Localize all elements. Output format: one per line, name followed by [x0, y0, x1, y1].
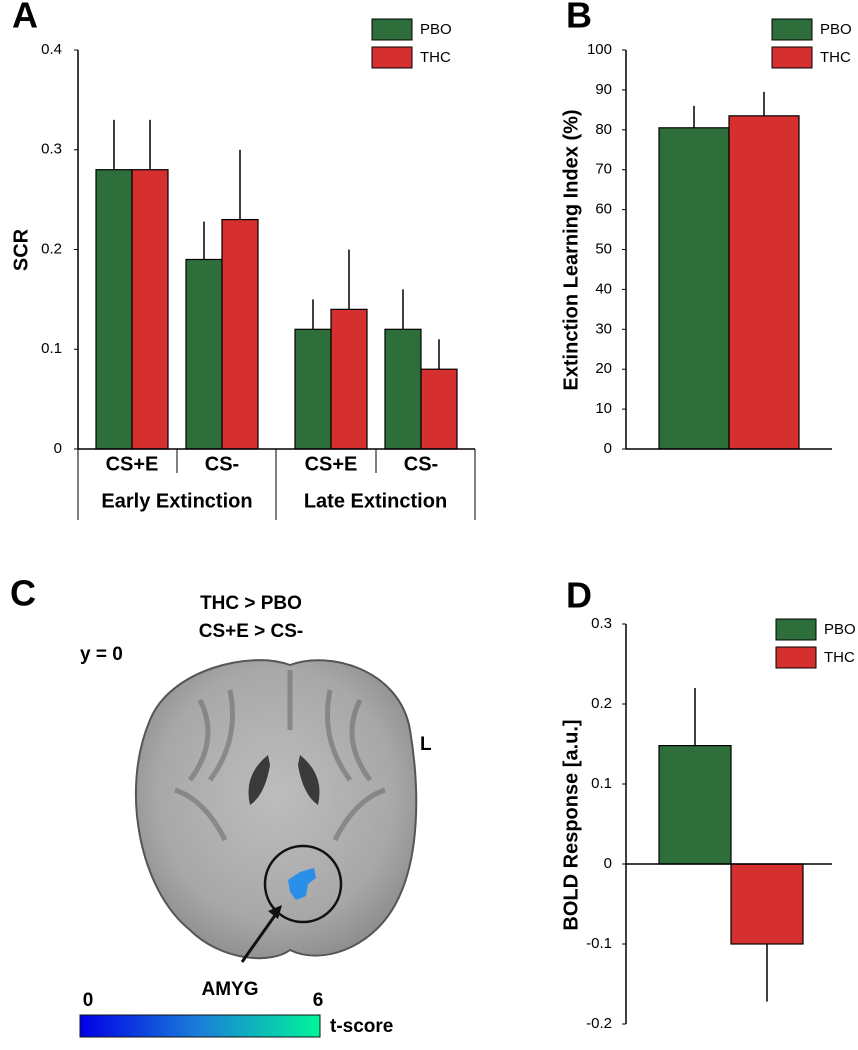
bar [728, 115, 800, 450]
group-label: Late Extinction [304, 490, 447, 512]
colorbar [79, 1014, 321, 1038]
colorbar-max: 6 [313, 990, 324, 1011]
x-tick-label: CS+E [106, 453, 159, 475]
arrow [240, 913, 278, 963]
arrow-head [268, 905, 282, 919]
legend-label: THC [420, 49, 451, 66]
bar [658, 744, 732, 865]
y-tick-label: 20 [595, 360, 612, 377]
legend-label: PBO [420, 21, 452, 38]
slice-label: y = 0 [80, 644, 123, 665]
y-tick-label: 0.4 [41, 41, 62, 58]
legend-swatch [775, 646, 817, 669]
roi-circle [263, 844, 343, 924]
y-tick-label: 100 [587, 41, 612, 58]
x-tick-label: CS- [404, 453, 438, 475]
bar [294, 328, 332, 450]
y-tick-label: 10 [595, 400, 612, 417]
bar [131, 169, 169, 450]
legend-label: THC [820, 49, 851, 66]
contrast-title: THC > PBO [200, 593, 302, 614]
bar [185, 258, 223, 450]
legend-swatch [771, 18, 813, 41]
y-tick-label: 70 [595, 161, 612, 178]
y-tick-label: 0.3 [41, 141, 62, 158]
legend-swatch [775, 618, 817, 641]
y-tick-label: 90 [595, 81, 612, 98]
bar [658, 127, 730, 450]
bar [95, 169, 133, 450]
y-tick-label: 0 [604, 440, 612, 457]
side-label: L [420, 734, 432, 755]
legend-swatch [371, 18, 413, 41]
y-axis-label: BOLD Response [a.u.] [560, 719, 582, 930]
y-tick-label: 0 [54, 440, 62, 457]
panel-letter: B [566, 0, 592, 36]
y-tick-label: 50 [595, 240, 612, 257]
y-tick-label: -0.2 [586, 1015, 612, 1032]
legend-label: THC [824, 649, 855, 666]
x-tick-label: CS+E [305, 453, 358, 475]
y-tick-label: 30 [595, 320, 612, 337]
y-tick-label: 0.3 [591, 615, 612, 632]
bar [221, 218, 259, 450]
bar [384, 328, 422, 450]
ventricles [248, 755, 320, 805]
y-tick-label: 0.2 [591, 695, 612, 712]
legend-label: PBO [824, 621, 856, 638]
y-tick-label: 0.1 [591, 775, 612, 792]
legend-swatch [771, 46, 813, 69]
brain-panel: C THC > PBO CS+E > CS- y = 0 L AMYG 0 6 … [10, 573, 432, 1038]
activation-blob [288, 868, 316, 900]
y-tick-label: 80 [595, 121, 612, 138]
bar [330, 308, 368, 450]
group-label: Early Extinction [101, 490, 252, 512]
colorbar-min: 0 [83, 990, 94, 1011]
bar [420, 368, 458, 450]
y-axis-label: Extinction Learning Index (%) [560, 109, 582, 390]
y-axis-label: SCR [10, 228, 32, 271]
y-tick-label: 0.1 [41, 340, 62, 357]
y-tick-label: -0.1 [586, 935, 612, 952]
colorbar-label: t-score [330, 1016, 393, 1037]
panel-letter: C [10, 573, 36, 614]
y-tick-label: 60 [595, 201, 612, 218]
brain-gyri [174, 670, 386, 842]
y-tick-label: 0 [604, 855, 612, 872]
y-tick-label: 40 [595, 280, 612, 297]
panel-letter: A [12, 0, 38, 36]
contrast-title: CS+E > CS- [199, 621, 304, 642]
legend-swatch [371, 46, 413, 69]
y-tick-label: 0.2 [41, 240, 62, 257]
region-label: AMYG [202, 979, 259, 1000]
panel-letter: D [566, 575, 592, 616]
bar [730, 863, 804, 945]
legend-label: PBO [820, 21, 852, 38]
x-tick-label: CS- [205, 453, 239, 475]
